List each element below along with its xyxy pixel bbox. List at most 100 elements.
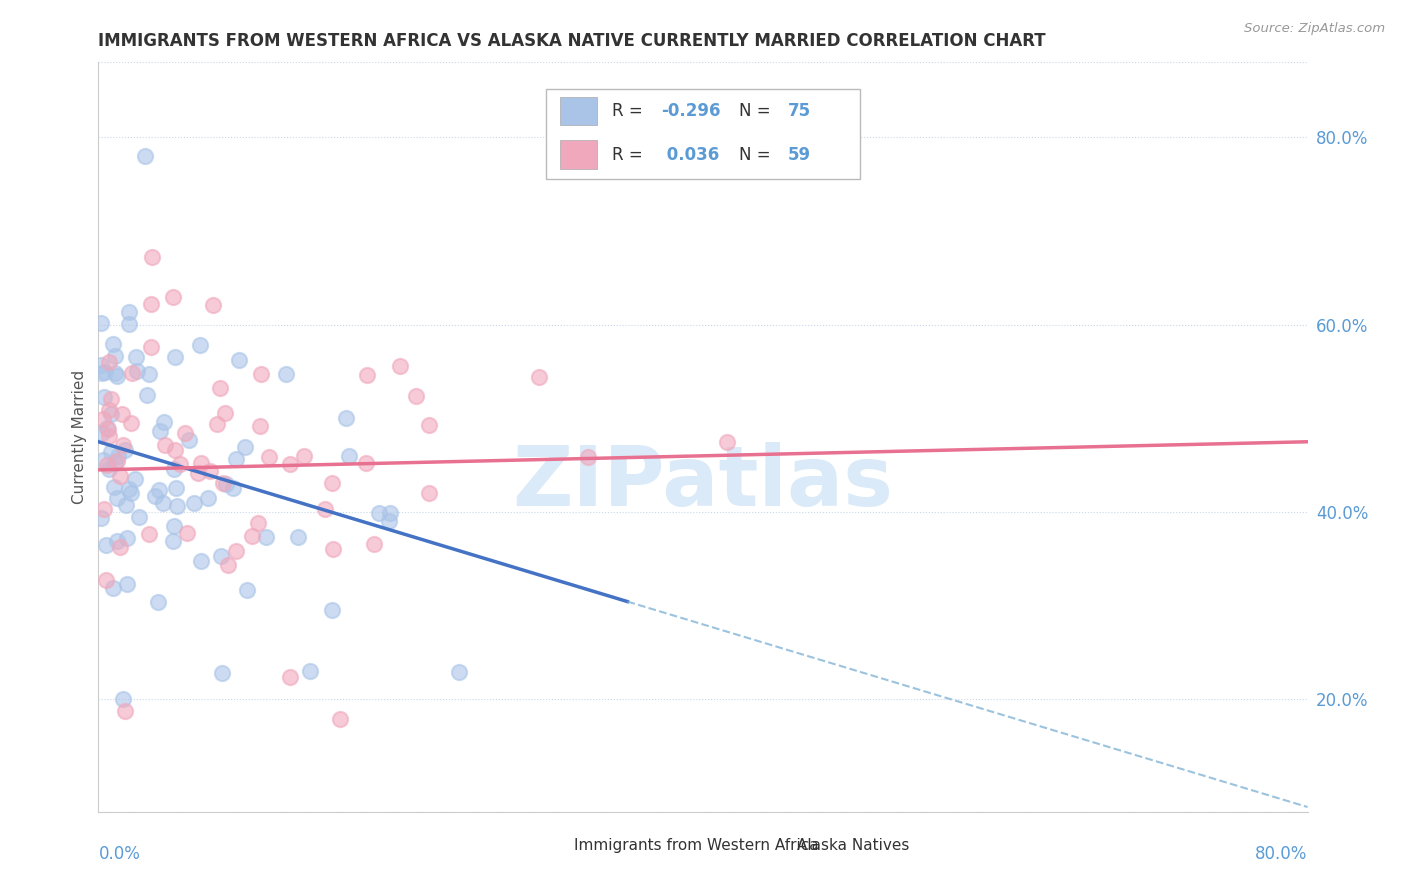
Point (222, 481, 245, 495)
Point (91, 426, 114, 441)
Text: ZIPatlas: ZIPatlas (513, 442, 893, 523)
Point (329, 712, 352, 726)
Point (335, 410, 357, 425)
Point (163, 442, 186, 457)
Point (117, 305, 139, 319)
Point (120, 416, 142, 430)
Point (105, 368, 128, 383)
Point (187, 466, 209, 480)
Point (107, 454, 129, 468)
FancyBboxPatch shape (546, 88, 860, 178)
Point (98, 428, 121, 442)
Point (138, 368, 160, 382)
Point (250, 367, 273, 381)
Point (249, 418, 271, 433)
Point (96, 573, 118, 587)
Point (93, 453, 115, 467)
Point (236, 582, 259, 597)
Point (104, 456, 127, 470)
Point (278, 457, 301, 471)
Point (107, 449, 129, 463)
Point (162, 290, 184, 304)
Point (153, 415, 176, 429)
Point (299, 664, 322, 678)
Point (208, 381, 231, 395)
Point (114, 704, 136, 718)
Point (190, 456, 212, 470)
Point (100, 392, 122, 407)
Point (247, 516, 270, 530)
Point (135, 388, 157, 402)
Point (356, 368, 378, 383)
Point (143, 489, 166, 503)
Point (152, 496, 174, 510)
Point (117, 317, 139, 331)
Point (418, 418, 440, 433)
Text: 0.0%: 0.0% (98, 846, 141, 863)
Point (105, 491, 128, 505)
Point (124, 471, 146, 485)
Point (287, 530, 309, 544)
Point (217, 558, 239, 572)
Point (118, 483, 141, 497)
Point (96, 421, 118, 435)
Point (94, 538, 117, 552)
FancyBboxPatch shape (763, 835, 790, 856)
Point (378, 514, 401, 528)
Point (174, 426, 197, 441)
Point (207, 417, 229, 431)
Point (114, 443, 136, 458)
Point (163, 351, 186, 365)
Point (314, 502, 336, 516)
Point (418, 486, 440, 500)
Point (93, 502, 115, 516)
Point (141, 250, 163, 264)
Point (138, 527, 160, 541)
Point (169, 457, 191, 471)
Point (97, 422, 120, 436)
Y-axis label: Currently Married: Currently Married (72, 370, 87, 504)
Point (389, 359, 412, 373)
Point (100, 407, 122, 421)
Text: Immigrants from Western Africa: Immigrants from Western Africa (574, 838, 818, 853)
Point (212, 476, 235, 491)
Point (104, 366, 127, 380)
Point (148, 483, 170, 497)
Point (96, 458, 118, 472)
Point (201, 298, 224, 312)
Text: 59: 59 (787, 145, 811, 163)
Text: 0.036: 0.036 (661, 145, 718, 163)
Point (190, 554, 212, 568)
Point (716, 435, 738, 450)
Text: R =: R = (613, 145, 648, 163)
Text: R =: R = (613, 103, 648, 120)
Point (190, 338, 212, 352)
Point (148, 595, 170, 609)
Point (447, 665, 470, 680)
Point (274, 367, 297, 381)
Point (177, 433, 200, 447)
Point (228, 353, 250, 368)
Point (163, 519, 186, 533)
Point (111, 407, 134, 421)
Point (93, 390, 115, 404)
Point (108, 540, 131, 554)
Text: N =: N = (740, 145, 776, 163)
Point (240, 529, 263, 543)
Point (233, 440, 256, 454)
Point (183, 496, 205, 510)
Point (257, 450, 280, 465)
Point (97, 403, 120, 417)
Point (101, 336, 124, 351)
Point (322, 541, 344, 556)
Point (527, 370, 550, 384)
Point (91, 412, 114, 426)
Point (165, 481, 187, 495)
Point (337, 450, 360, 464)
Point (405, 389, 427, 403)
Point (103, 480, 125, 494)
Point (115, 531, 138, 545)
Point (127, 364, 149, 378)
Point (149, 424, 172, 438)
Point (121, 367, 143, 381)
